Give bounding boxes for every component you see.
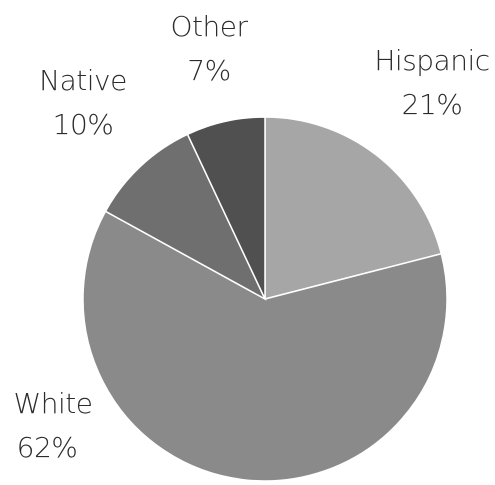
slice-label-white-value: 62% xyxy=(17,431,78,464)
slice-label-hispanic-name: Hispanic xyxy=(374,44,489,77)
pie-slices xyxy=(82,116,448,482)
pie-slice-other xyxy=(186,116,266,300)
slice-label-other-name: Other xyxy=(170,10,248,43)
pie-slice-white xyxy=(82,210,448,482)
pie-slice-hispanic xyxy=(264,116,443,300)
slice-label-white-name: White xyxy=(14,387,93,420)
slice-label-other-value: 7% xyxy=(187,54,230,87)
slice-label-native-name: Native xyxy=(39,64,127,97)
slice-label-hispanic-value: 21% xyxy=(402,88,463,121)
slice-label-native-value: 10% xyxy=(53,108,114,141)
pie-slice-native xyxy=(104,133,267,301)
